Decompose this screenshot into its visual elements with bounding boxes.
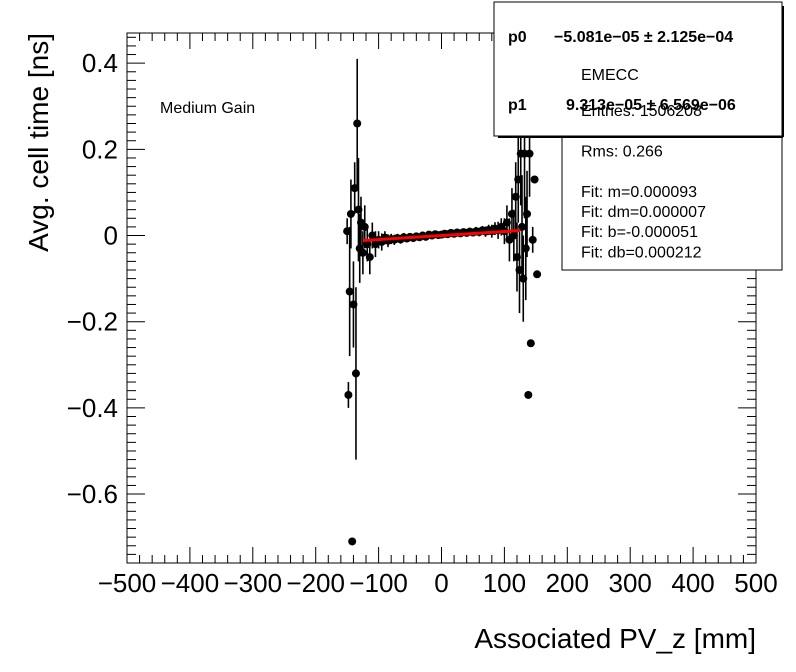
data-point xyxy=(345,287,354,296)
x-tick-label: 300 xyxy=(609,568,652,598)
data-point xyxy=(502,218,511,227)
data-point xyxy=(363,240,372,249)
y-tick-label: −0.2 xyxy=(67,307,118,337)
fit-param-p0-name: p0 xyxy=(508,29,527,46)
data-point xyxy=(525,149,534,158)
x-tick-label: −500 xyxy=(98,568,157,598)
data-point xyxy=(524,390,533,399)
y-axis-tick-labels: −0.6 −0.4 −0.2 0 0.2 0.4 xyxy=(67,48,118,509)
y-tick-label: 0.2 xyxy=(82,134,118,164)
gain-annotation: Medium Gain xyxy=(160,100,255,117)
data-point xyxy=(533,270,542,279)
data-point xyxy=(346,209,355,218)
data-point xyxy=(518,222,527,231)
stats-entries-overlay: Entries: 1506208 xyxy=(581,103,702,120)
fit-param-p0-value: −5.081e−05 ± 2.125e−04 xyxy=(554,29,733,46)
x-tick-label: 0 xyxy=(434,568,448,598)
x-tick-label: 400 xyxy=(671,568,714,598)
data-point xyxy=(521,244,530,253)
data-point xyxy=(519,274,528,283)
x-tick-label: −300 xyxy=(224,568,283,598)
data-point xyxy=(523,209,532,218)
stats-line: Rms: 0.266 xyxy=(581,143,663,160)
stats-line: Fit: db=0.000212 xyxy=(581,244,702,261)
data-point xyxy=(526,339,535,348)
fit-line xyxy=(362,229,521,243)
y-tick-label: −0.4 xyxy=(67,393,118,423)
data-point xyxy=(514,175,523,184)
data-point xyxy=(354,205,363,214)
y-tick-label: −0.6 xyxy=(67,479,118,509)
y-tick-label: 0.4 xyxy=(82,48,118,78)
data-point xyxy=(351,369,360,378)
x-tick-label: 200 xyxy=(546,568,589,598)
x-tick-label: 100 xyxy=(483,568,526,598)
data-point xyxy=(365,253,374,262)
stats-line: Fit: b=-0.000051 xyxy=(581,224,698,241)
y-axis-title: Avg. cell time [ns] xyxy=(23,33,54,252)
stats-line: Fit: dm=0.000007 xyxy=(581,204,706,221)
fit-box: p0 −5.081e−05 ± 2.125e−04 EMECC Entries:… xyxy=(493,1,784,138)
x-axis-title: Associated PV_z [mm] xyxy=(474,623,756,654)
data-point xyxy=(530,175,539,184)
data-point xyxy=(368,231,377,240)
data-point xyxy=(360,222,369,231)
data-point xyxy=(349,300,358,309)
x-axis-tick-labels: −500 −400 −300 −200 −100 0 100 200 300 400 500 xyxy=(98,568,778,598)
data-point xyxy=(512,253,521,262)
x-tick-label: −400 xyxy=(161,568,220,598)
stats-line: Fit: m=0.000093 xyxy=(581,184,697,201)
data-point xyxy=(350,184,359,193)
fit-param-p1-name: p1 xyxy=(508,97,527,114)
data-point xyxy=(353,119,362,128)
fit-param-p1-value: 9.313e−05 ± 6.569e−06 xyxy=(566,97,736,114)
data-point xyxy=(343,227,352,236)
x-tick-label: 500 xyxy=(734,568,777,598)
x-tick-label: −200 xyxy=(286,568,345,598)
data-point xyxy=(358,248,367,257)
stats-box-title-overlay: EMECC xyxy=(581,67,639,84)
data-point xyxy=(344,390,353,399)
x-tick-label: −100 xyxy=(349,568,408,598)
data-point xyxy=(511,192,520,201)
data-point xyxy=(528,235,537,244)
y-tick-label: 0 xyxy=(104,221,118,251)
data-point xyxy=(348,537,357,546)
data-point xyxy=(515,265,524,274)
data-point xyxy=(509,231,518,240)
data-point xyxy=(507,209,516,218)
